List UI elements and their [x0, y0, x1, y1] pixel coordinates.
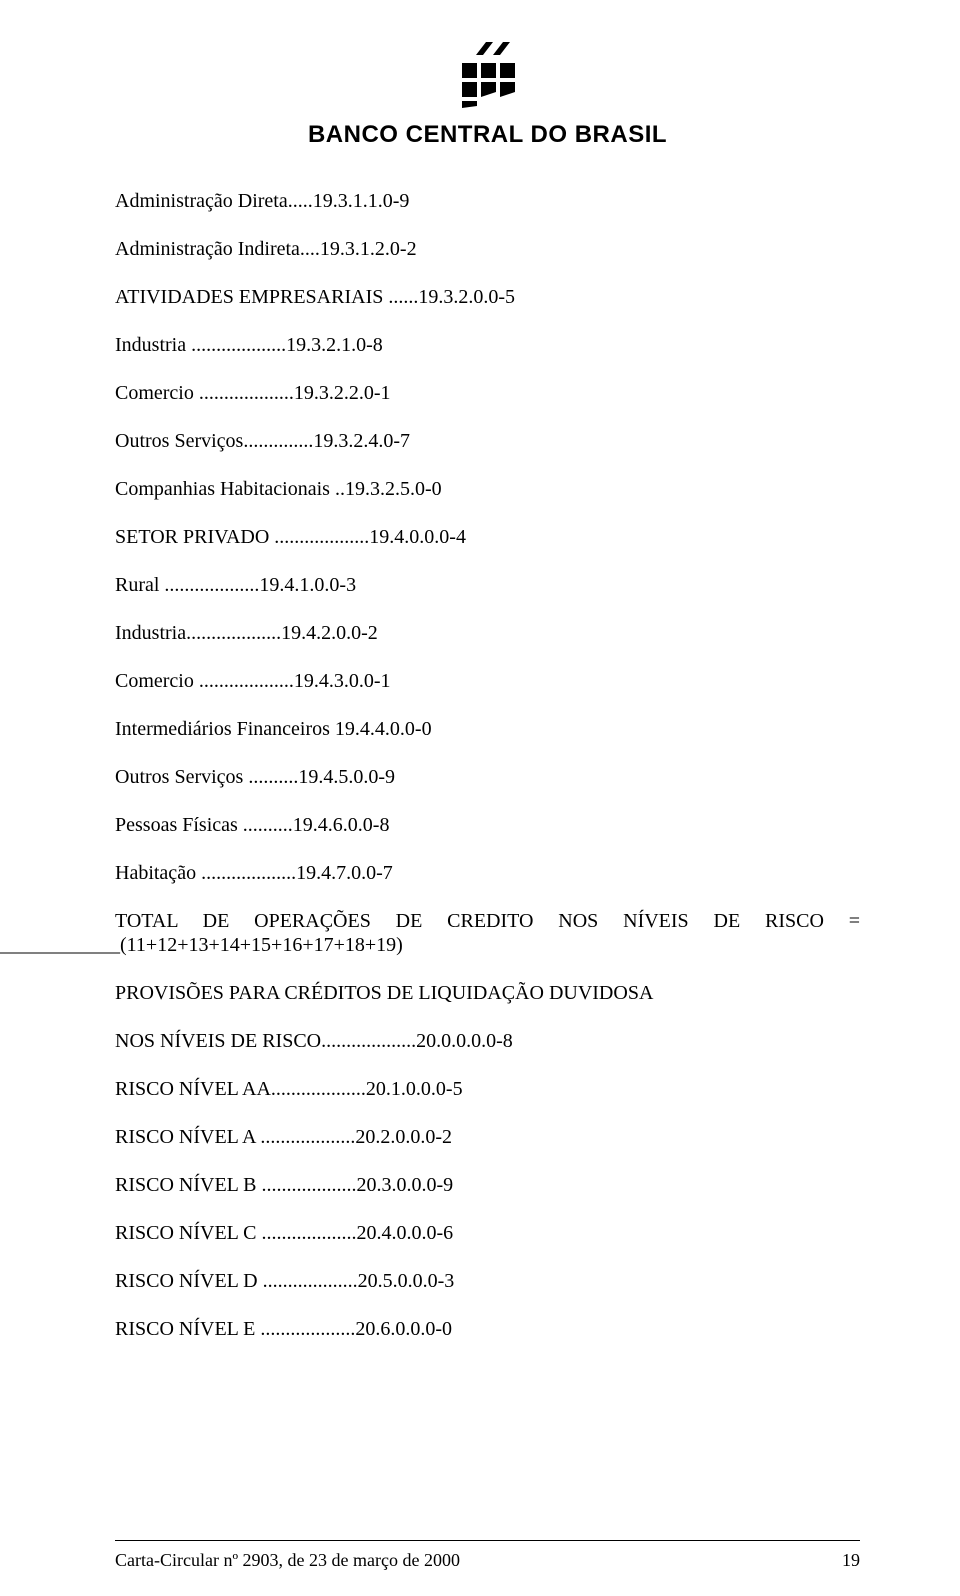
- line-risco-e: RISCO NÍVEL E ...................20.6.0.…: [115, 1317, 860, 1341]
- line-industria-2: Industria...................19.4.2.0.0-2: [115, 621, 860, 645]
- line-setor-privado: SETOR PRIVADO ...................19.4.0.…: [115, 525, 860, 549]
- line-risco-d: RISCO NÍVEL D ...................20.5.0.…: [115, 1269, 860, 1293]
- footer-rule: [115, 1540, 860, 1541]
- line-risco-aa: RISCO NÍVEL AA...................20.1.0.…: [115, 1077, 860, 1101]
- line-habitacao: Habitação ...................19.4.7.0.0-…: [115, 861, 860, 885]
- line-risco-b: RISCO NÍVEL B ...................20.3.0.…: [115, 1173, 860, 1197]
- page: BANCO CENTRAL DO BRASIL Administração Di…: [0, 0, 960, 1596]
- line-pessoas: Pessoas Físicas ..........19.4.6.0.0-8: [115, 813, 860, 837]
- logo-container: [115, 40, 860, 115]
- line-comercio-2: Comercio ...................19.4.3.0.0-1: [115, 669, 860, 693]
- line-admin-indireta: Administração Indireta....19.3.1.2.0-2: [115, 237, 860, 261]
- line-outros-2: Outros Serviços ..........19.4.5.0.0-9: [115, 765, 860, 789]
- line-intermediarios: Intermediários Financeiros 19.4.4.0.0-0: [115, 717, 860, 741]
- document-body: Administração Direta.....19.3.1.1.0-9 Ad…: [115, 189, 860, 1341]
- line-provisoes: PROVISÕES PARA CRÉDITOS DE LIQUIDAÇÃO DU…: [115, 981, 860, 1005]
- line-risco-c: RISCO NÍVEL C ...................20.4.0.…: [115, 1221, 860, 1245]
- line-rural: Rural ...................19.4.1.0.0-3: [115, 573, 860, 597]
- line-risco-a: RISCO NÍVEL A ...................20.2.0.…: [115, 1125, 860, 1149]
- footer: Carta-Circular nº 2903, de 23 de março d…: [115, 1550, 860, 1571]
- line-outros-1: Outros Serviços..............19.3.2.4.0-…: [115, 429, 860, 453]
- line-total: TOTAL DE OPERAÇÕES DE CREDITO NOS NÍVEIS…: [115, 909, 860, 933]
- line-companhias: Companhias Habitacionais ..19.3.2.5.0-0: [115, 477, 860, 501]
- line-total-cont: ____________(11+12+13+14+15+16+17+18+19): [0, 933, 860, 957]
- line-nos-niveis: NOS NÍVEIS DE RISCO...................20…: [115, 1029, 860, 1053]
- line-industria-1: Industria ...................19.3.2.1.0-…: [115, 333, 860, 357]
- footer-page-number: 19: [842, 1550, 860, 1571]
- bcb-logo-icon: [448, 40, 528, 110]
- brand-title: BANCO CENTRAL DO BRASIL: [115, 121, 860, 149]
- line-comercio-1: Comercio ...................19.3.2.2.0-1: [115, 381, 860, 405]
- footer-left: Carta-Circular nº 2903, de 23 de março d…: [115, 1550, 460, 1571]
- line-admin-direta: Administração Direta.....19.3.1.1.0-9: [115, 189, 860, 213]
- line-atividades: ATIVIDADES EMPRESARIAIS ......19.3.2.0.0…: [115, 285, 860, 309]
